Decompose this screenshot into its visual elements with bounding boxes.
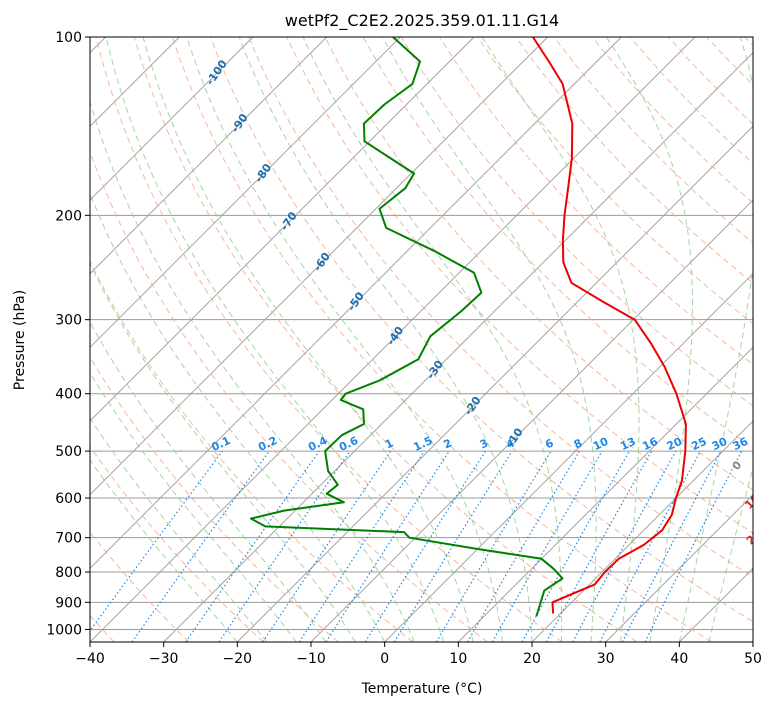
mixing-ratio-line: [131, 450, 270, 642]
moist-adiabat-line: [302, 37, 563, 642]
mixing-ratio-label: 16: [640, 435, 660, 453]
axis-ticks: −40 −30 −20 −10 0 10 20 30 40 50 100 200 300 400 500 60…: [46, 30, 762, 667]
mixing-ratio-label: 25: [689, 435, 708, 453]
dry-adiabat-line: [286, 37, 753, 534]
mixing-ratio-line: [90, 450, 223, 632]
y-tick-label: 100: [55, 30, 82, 46]
moist-adiabat-label: 10: [742, 492, 762, 512]
y-tick-label: 500: [55, 444, 82, 460]
isotherm-line: [458, 346, 753, 642]
mixing-ratio-label: 20: [665, 435, 685, 453]
y-tick-label: 800: [55, 565, 82, 581]
isotherm-grid: [90, 37, 753, 642]
moist-adiabat-line: [90, 99, 415, 642]
x-tick-label: 40: [670, 651, 688, 667]
x-tick-label: 30: [597, 651, 615, 667]
isotherm-line: [90, 37, 327, 275]
isotherm-line: [90, 37, 696, 642]
temperature-line: [532, 37, 687, 614]
isobar-grid: [90, 37, 753, 630]
dry-adiabat-line: [515, 37, 753, 284]
isotherm-line: [90, 37, 475, 422]
dry-adiabat-line: [133, 37, 638, 642]
moist-adiabat-line: [678, 37, 753, 642]
isotherm-line: [163, 52, 753, 642]
chart-title: wetPf2_C2E2.2025.359.01.11.G14: [285, 11, 559, 31]
moist-adiabat-line: [90, 371, 297, 642]
moist-adiabat-line: [186, 37, 503, 642]
mixing-ratio-line: [298, 450, 425, 642]
x-tick-label: −20: [223, 651, 253, 667]
dry-adiabat-line: [95, 37, 563, 642]
y-tick-label: 400: [55, 387, 82, 403]
isotherm-line: [605, 494, 753, 642]
y-tick-label: 600: [55, 491, 82, 507]
isotherm-line: [90, 37, 622, 569]
plot-frame: [89, 36, 754, 643]
x-tick-label: −30: [149, 651, 179, 667]
mixing-ratio-line: [521, 450, 631, 642]
y-tick-label: 1000: [46, 622, 82, 638]
moist-adiabat-line: [481, 37, 640, 642]
x-tick-label: 50: [744, 651, 762, 667]
mixing-ratio-line: [218, 450, 351, 642]
x-tick-label: 20: [523, 651, 541, 667]
moist-adiabat-line: [90, 262, 356, 642]
mixing-ratio-line: [644, 450, 743, 642]
moist-adiabat-label: 30: [750, 558, 770, 578]
profile-series: [250, 37, 687, 617]
x-tick-label: −10: [296, 651, 326, 667]
dry-adiabat-line: [90, 445, 264, 642]
x-axis-label: Temperature (°C): [361, 681, 483, 697]
moist-adiabat-line: [606, 37, 693, 642]
moist-adiabats: [90, 37, 753, 642]
mixing-ratio-line: [185, 450, 320, 642]
moist-adiabat-line: [142, 37, 474, 642]
y-tick-label: 300: [55, 313, 82, 329]
moist-adiabat-line: [708, 465, 753, 642]
x-tick-label: 0: [380, 651, 389, 667]
mixing-ratio-line: [393, 450, 513, 642]
y-tick-label: 200: [55, 208, 82, 224]
moist-adiabat-line: [90, 417, 268, 642]
mixing-ratio-label: 30: [710, 435, 730, 453]
x-tick-label: 10: [449, 651, 467, 667]
isotherm-line: [531, 420, 753, 642]
mixing-ratio-label: 10: [591, 435, 611, 453]
dry-adiabat-line: [90, 356, 339, 642]
isotherm-line: [90, 37, 548, 496]
mixing-ratio-label: 36: [731, 435, 751, 453]
y-tick-label: 700: [55, 531, 82, 547]
isotherm-line: [237, 125, 753, 642]
isotherm-line: [90, 37, 254, 201]
mixing-ratio-line: [545, 450, 653, 642]
x-tick-label: −40: [75, 651, 105, 667]
mixing-ratio-line: [325, 450, 450, 642]
dewpoint-line: [250, 37, 564, 617]
mixing-ratio-line: [262, 450, 392, 642]
isotherm-line: [384, 273, 753, 642]
y-tick-label: 900: [55, 595, 82, 611]
dry-adiabat-line: [324, 37, 753, 491]
dry-adiabats: [90, 37, 753, 642]
y-axis-label: Pressure (hPa): [12, 290, 28, 390]
dry-adiabat-line: [210, 37, 753, 623]
moist-adiabat-line: [381, 37, 597, 642]
dry-adiabat-line: [248, 37, 753, 578]
isotherm-line: [90, 37, 401, 348]
moist-adiabat-line: [105, 37, 445, 642]
moist-adiabat-line: [238, 37, 533, 642]
isotherm-line: [752, 641, 753, 642]
plot-background: [90, 37, 753, 642]
dry-adiabat-line: [171, 37, 712, 642]
dry-adiabat-line: [90, 259, 414, 642]
moist-adiabat-line: [90, 459, 238, 642]
mixing-ratio-label: 13: [618, 435, 637, 453]
moist-adiabat-line: [90, 192, 386, 642]
moist-adiabat-label: 20: [744, 527, 764, 547]
